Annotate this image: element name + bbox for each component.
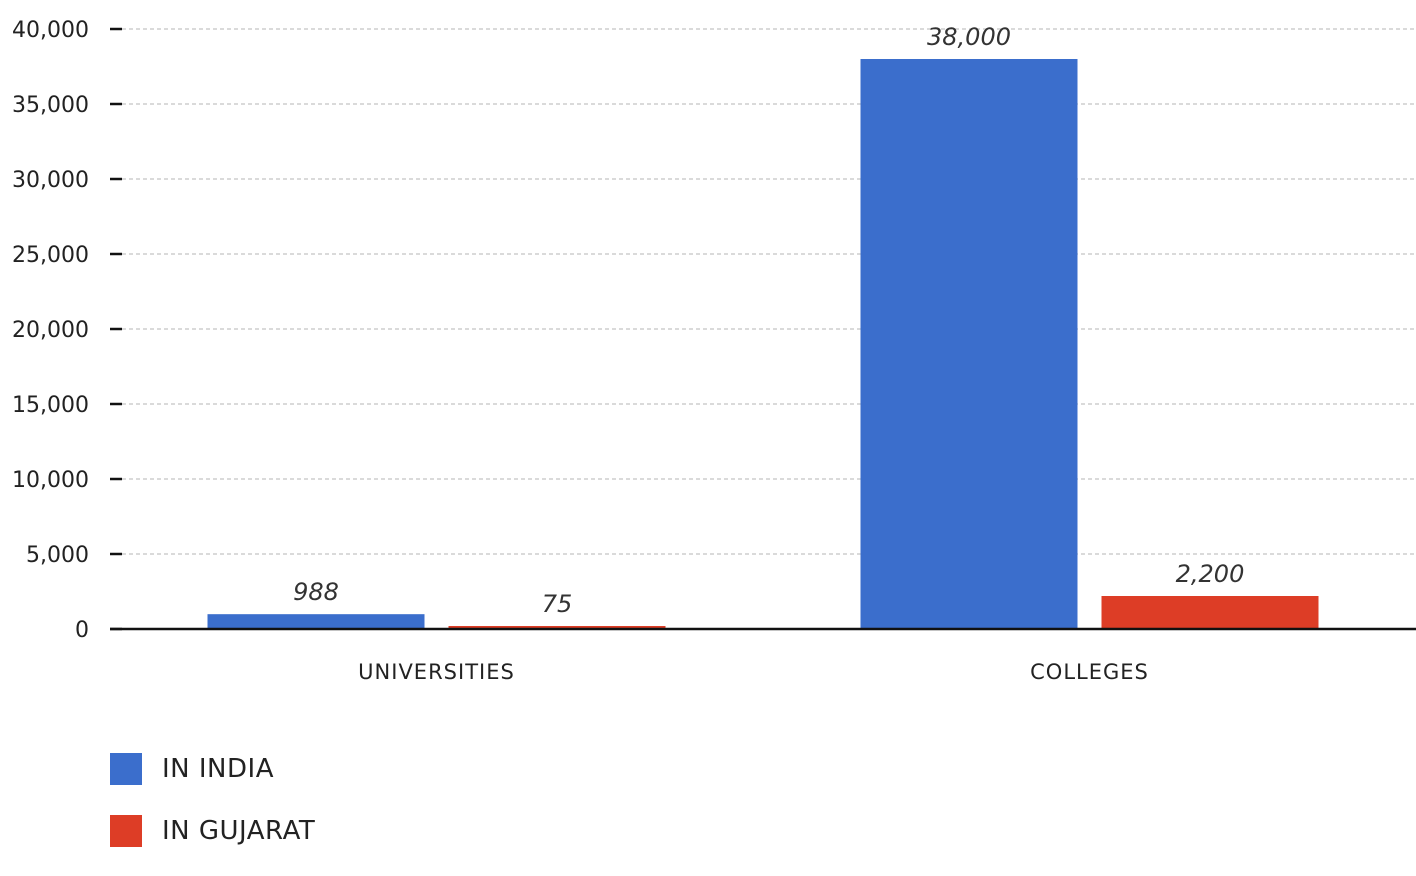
x-axis: UNIVERSITIES COLLEGES xyxy=(358,660,1149,684)
y-axis: 0 5,000 10,000 15,000 20,000 25,000 30,000 35,0… xyxy=(12,18,122,643)
legend: IN INDIA IN GUJARAT xyxy=(110,752,315,876)
bars xyxy=(207,59,1319,629)
data-label: 988 xyxy=(293,578,339,606)
legend-label-gujarat: IN GUJARAT xyxy=(162,816,316,846)
legend-swatch-india xyxy=(110,753,142,785)
data-label: 38,000 xyxy=(927,23,1011,51)
category-label-universities: UNIVERSITIES xyxy=(358,660,515,684)
category-label-colleges: COLLEGES xyxy=(1030,660,1149,684)
y-tick-label: 25,000 xyxy=(12,243,89,268)
y-tick-label: 40,000 xyxy=(12,18,89,43)
data-label: 2,200 xyxy=(1176,560,1245,588)
legend-item-gujarat: IN GUJARAT xyxy=(110,814,315,848)
bar-in-india-colleges xyxy=(860,59,1078,629)
legend-label-india: IN INDIA xyxy=(162,754,274,784)
y-tick-label: 15,000 xyxy=(12,393,89,418)
data-label: 75 xyxy=(542,590,573,618)
gridlines xyxy=(122,28,1416,555)
data-labels: 988 75 38,000 2,200 xyxy=(293,23,1244,618)
y-tick-label: 10,000 xyxy=(12,468,89,493)
bar-in-india-universities xyxy=(207,614,425,629)
y-tick-label: 0 xyxy=(75,618,89,643)
y-tick-label: 5,000 xyxy=(26,543,89,568)
legend-swatch-gujarat xyxy=(110,815,142,847)
y-tick-label: 35,000 xyxy=(12,93,89,118)
legend-item-india: IN INDIA xyxy=(110,752,315,786)
bar-in-gujarat-colleges xyxy=(1101,596,1319,629)
y-tick-label: 20,000 xyxy=(12,318,89,343)
y-tick-label: 30,000 xyxy=(12,168,89,193)
bar-in-gujarat-universities xyxy=(448,626,666,629)
bar-chart: 0 5,000 10,000 15,000 20,000 25,000 30,000 35,0… xyxy=(12,18,1416,684)
